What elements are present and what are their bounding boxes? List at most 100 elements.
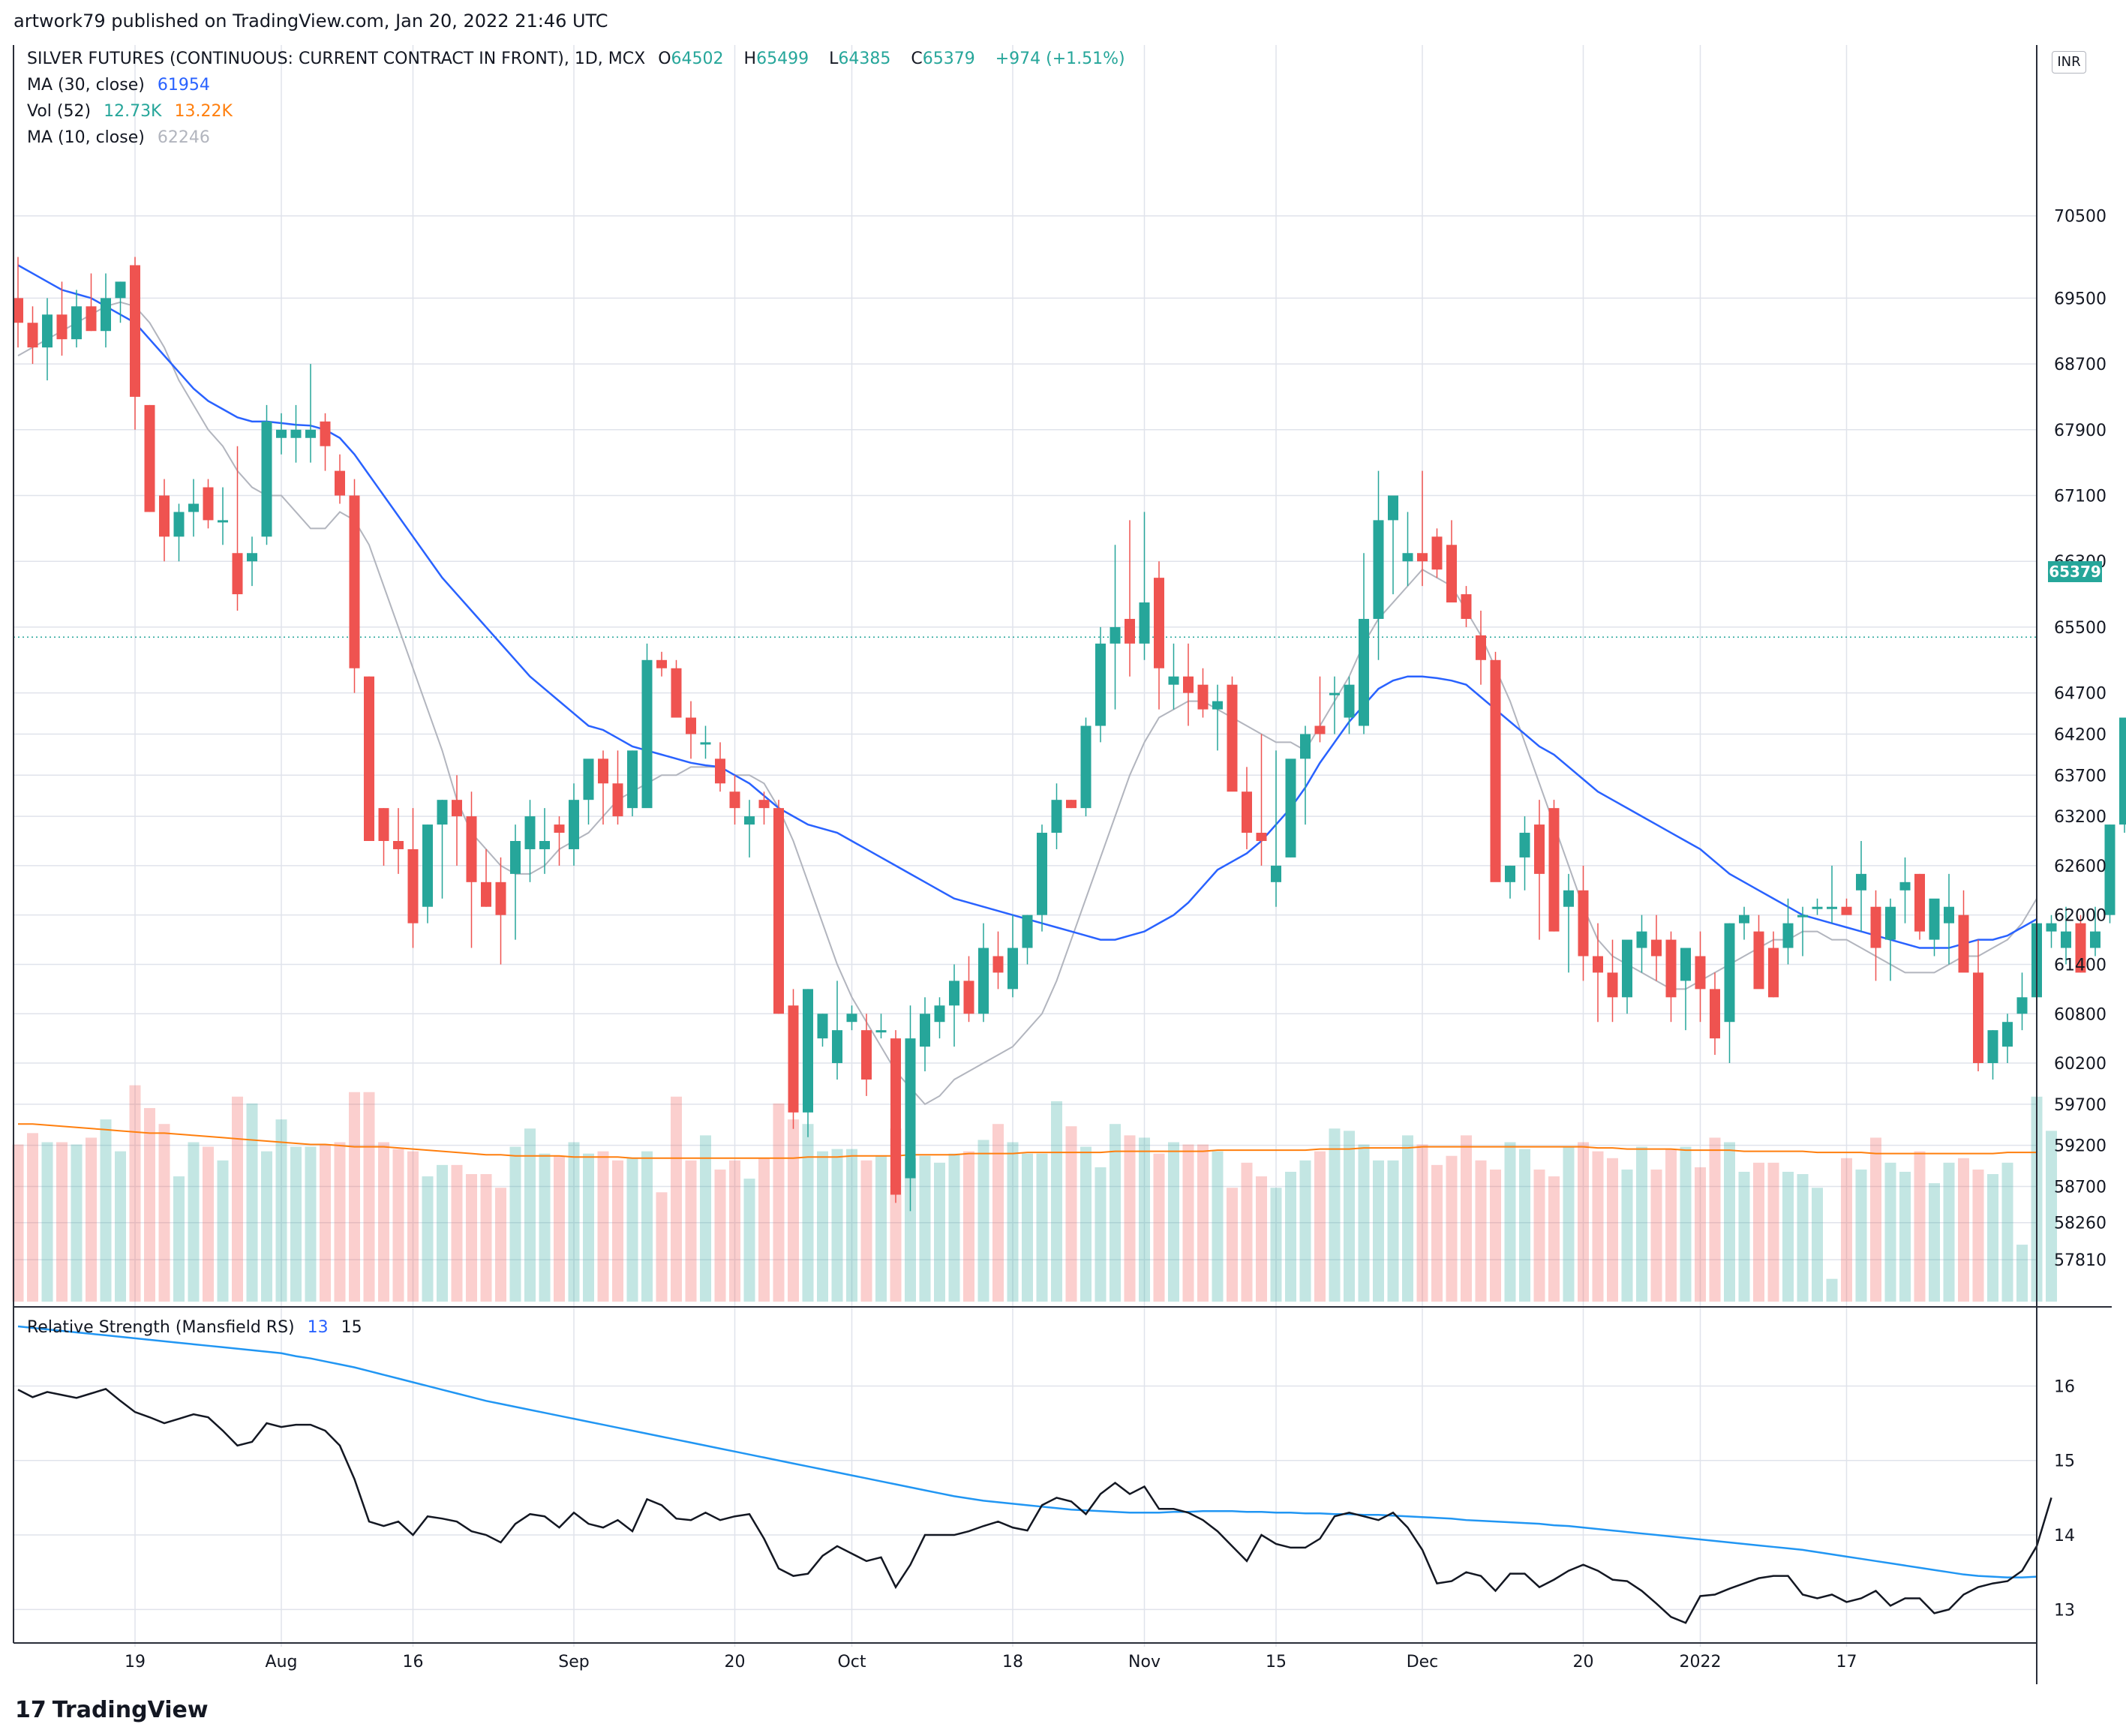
- volume-bar: [158, 1124, 170, 1302]
- volume-bar: [1475, 1160, 1487, 1302]
- candle-body: [1197, 684, 1209, 710]
- x-tick-label: 16: [403, 1653, 424, 1671]
- y-tick-label: 63200: [2054, 808, 2106, 827]
- x-tick-label: Sep: [558, 1653, 589, 1671]
- candle-body: [934, 1005, 945, 1023]
- candle-body: [744, 816, 755, 825]
- x-tick-label: 19: [125, 1653, 146, 1671]
- candle-body: [1139, 602, 1150, 644]
- volume-bar: [817, 1151, 828, 1302]
- candle-body: [1856, 873, 1866, 891]
- candle-body: [144, 404, 155, 512]
- candle-body: [715, 758, 725, 784]
- candle-body: [1739, 915, 1749, 924]
- volume-value: 12.73K: [104, 102, 162, 121]
- volume-bar: [1285, 1171, 1296, 1302]
- candle-body: [1885, 906, 1896, 940]
- candle-body: [524, 816, 536, 849]
- x-tick-label: Aug: [266, 1653, 298, 1671]
- candle-body: [758, 800, 770, 809]
- y-tick-label: 62000: [2054, 907, 2106, 926]
- candle-body: [1593, 956, 1603, 973]
- volume-bar: [363, 1092, 375, 1302]
- volume-bar: [41, 1142, 53, 1302]
- volume-ma-value: 13.22K: [174, 102, 233, 121]
- candle-body: [569, 800, 579, 849]
- volume-bar: [1299, 1160, 1311, 1302]
- change-value: +974 (+1.51%): [995, 50, 1125, 68]
- candle-body: [1534, 824, 1545, 874]
- candle-body: [832, 1030, 842, 1064]
- candle-body: [1461, 594, 1472, 619]
- candle-body: [1373, 520, 1384, 619]
- ma30-legend[interactable]: MA (30, close) 61954: [27, 76, 218, 95]
- volume-bar: [963, 1151, 974, 1302]
- candle-body: [2016, 997, 2028, 1014]
- candle-body: [1125, 618, 1135, 644]
- candle-body: [2119, 717, 2126, 825]
- symbol-legend[interactable]: SILVER FUTURES (CONTINUOUS: CURRENT CONT…: [27, 50, 1125, 68]
- volume-bar: [275, 1119, 287, 1302]
- x-tick-label: 20: [1573, 1653, 1594, 1671]
- volume-bar: [1182, 1144, 1194, 1302]
- volume-bar: [685, 1160, 697, 1302]
- rs-legend[interactable]: Relative Strength (Mansfield RS) 13 15: [27, 1318, 370, 1337]
- volume-bar: [788, 1119, 799, 1302]
- candle-body: [27, 323, 38, 348]
- x-tick-label: 20: [725, 1653, 746, 1671]
- volume-bar: [305, 1146, 317, 1302]
- candle-body: [671, 668, 682, 718]
- volume-bar: [1680, 1146, 1692, 1302]
- volume-bar: [466, 1174, 477, 1302]
- volume-bar: [905, 1158, 916, 1302]
- volume-bar: [261, 1151, 272, 1302]
- volume-bar: [1080, 1146, 1092, 1302]
- y-tick-label: 68700: [2054, 356, 2106, 374]
- candle-body: [422, 824, 433, 907]
- volume-bar: [422, 1176, 434, 1302]
- symbol-name[interactable]: SILVER FUTURES (CONTINUOUS: CURRENT CONT…: [27, 50, 646, 68]
- tradingview-logo[interactable]: 17 TradingView: [15, 1697, 209, 1723]
- y-tick-label: 57810: [2054, 1251, 2106, 1270]
- candle-body: [686, 717, 696, 734]
- candle-body: [1359, 618, 1369, 726]
- volume-bar: [1416, 1144, 1428, 1302]
- candle-body: [2002, 1022, 2013, 1047]
- last-price-label: 65379: [2048, 561, 2102, 582]
- candle-body: [1431, 536, 1443, 570]
- volume-bar: [1607, 1158, 1618, 1302]
- volume-bar: [392, 1149, 404, 1302]
- volume-bar: [1884, 1162, 1896, 1302]
- ma10-legend[interactable]: MA (10, close) 62246: [27, 128, 218, 147]
- volume-bar: [1095, 1167, 1107, 1302]
- volume-bar: [2046, 1131, 2057, 1302]
- candle-body: [1183, 676, 1194, 693]
- volume-bar: [700, 1135, 711, 1302]
- volume-bar: [115, 1151, 126, 1302]
- candle-body: [700, 742, 711, 745]
- rs-label: Relative Strength (Mansfield RS): [27, 1318, 295, 1337]
- y-tick-label: 61400: [2054, 956, 2106, 975]
- volume-bar: [217, 1160, 229, 1302]
- volume-bar: [1636, 1146, 1647, 1302]
- candle-body: [1490, 659, 1501, 882]
- candle-body: [1256, 833, 1267, 841]
- candle-body: [1329, 692, 1340, 695]
- volume-bar: [71, 1144, 83, 1302]
- candle-body: [1797, 915, 1808, 918]
- candle-body: [1505, 865, 1515, 882]
- volume-bar: [1329, 1128, 1341, 1302]
- candle-body: [1285, 758, 1296, 857]
- candle-body: [261, 421, 272, 537]
- volume-bar: [1709, 1137, 1721, 1302]
- volume-bar: [539, 1153, 551, 1302]
- candle-body: [2075, 923, 2086, 973]
- volume-bar: [1855, 1169, 1867, 1302]
- candle-body: [1563, 890, 1574, 907]
- candle-body: [1402, 553, 1413, 562]
- currency-badge[interactable]: INR: [2052, 51, 2086, 74]
- volume-legend[interactable]: Vol (52) 12.73K 13.22K: [27, 102, 240, 121]
- candle-body: [159, 495, 170, 537]
- volume-bar: [1767, 1162, 1779, 1302]
